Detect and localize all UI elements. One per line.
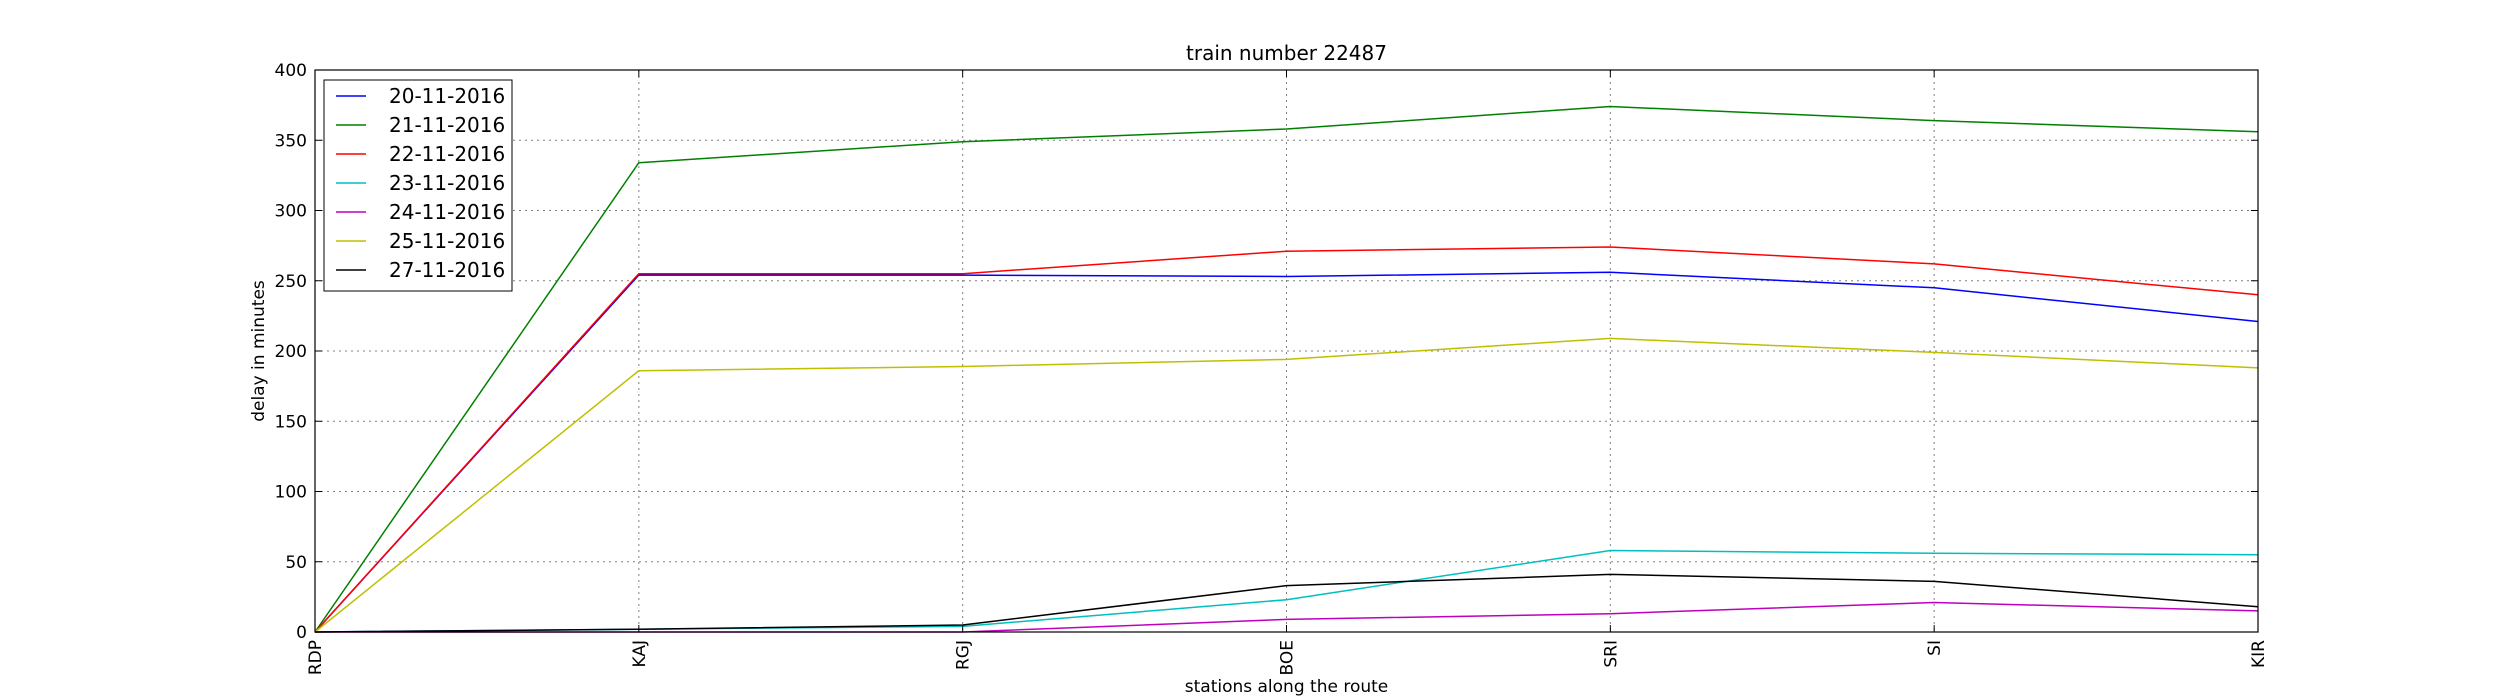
series-line-21-11-2016 (314, 105, 2259, 633)
y-tick-label: 400 (275, 61, 307, 81)
legend-label: 21-11-2016 (389, 113, 505, 137)
legend-label: 27-11-2016 (389, 258, 505, 282)
legend: 20-11-2016 21-11-2016 22-11-2016 23-11-2016… (323, 79, 513, 292)
y-tick-label: 50 (285, 553, 307, 573)
x-tick-label: RDP (306, 640, 326, 675)
legend-box (323, 79, 513, 292)
legend-label: 23-11-2016 (389, 171, 505, 195)
y-tick-label: 200 (275, 342, 307, 362)
x-axis-ticks: RDP KAJ RGJ BOE SRI SI KIR (306, 70, 2269, 676)
y-tick-label: 300 (275, 202, 307, 222)
x-axis-label: stations along the route (1185, 677, 1389, 697)
y-tick-label: 0 (296, 623, 307, 643)
series-line-22-11-2016 (314, 246, 2259, 633)
y-tick-label: 250 (275, 272, 307, 292)
legend-label: 24-11-2016 (389, 200, 505, 224)
legend-label: 25-11-2016 (389, 229, 505, 253)
y-axis-ticks: 0 50 100 150 200 250 300 350 400 (275, 61, 2258, 643)
legend-label: 20-11-2016 (389, 84, 505, 108)
grid (315, 70, 2258, 632)
y-tick-label: 100 (275, 483, 307, 503)
series-line-20-11-2016 (314, 271, 2259, 633)
x-tick-label: BOE (1278, 640, 1298, 676)
x-tick-label: KAJ (630, 640, 650, 668)
x-tick-label: RGJ (954, 640, 974, 670)
legend-label: 22-11-2016 (389, 142, 505, 166)
chart-title: train number 22487 (1186, 41, 1387, 65)
series-lines (314, 105, 2259, 633)
y-tick-label: 150 (275, 412, 307, 432)
x-tick-label: KIR (2249, 640, 2269, 668)
x-tick-label: SRI (1601, 640, 1621, 668)
y-tick-label: 350 (275, 131, 307, 151)
x-tick-label: SI (1925, 640, 1945, 656)
y-axis-label: delay in minutes (249, 280, 269, 422)
series-line-25-11-2016 (314, 337, 2259, 633)
